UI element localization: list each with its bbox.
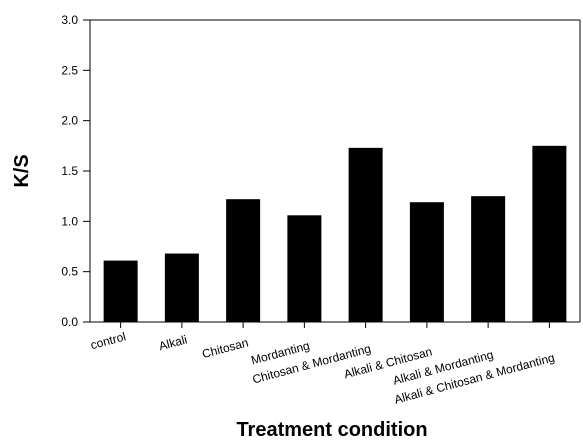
bar-series: [103, 145, 567, 322]
y-tick-label: 1.5: [61, 164, 78, 178]
bar: [471, 196, 506, 322]
y-axis-title: K/S: [11, 154, 33, 187]
x-axis-title: Treatment condition: [236, 419, 427, 441]
y-tick-label: 2.5: [61, 63, 78, 77]
bar: [287, 215, 322, 322]
bar: [532, 145, 567, 322]
y-tick-label: 1.0: [61, 214, 78, 228]
y-tick-label: 0.0: [61, 315, 78, 329]
bar: [409, 202, 444, 322]
y-tick-label: 2.0: [61, 114, 78, 128]
bar: [103, 260, 138, 322]
y-tick-label: 3.0: [61, 13, 78, 27]
bar: [164, 253, 199, 322]
y-axis: 0.0 0.5 1.0 1.5 2.0 2.5 3.0: [61, 13, 90, 329]
y-tick-label: 0.5: [61, 265, 78, 279]
bar: [348, 147, 383, 322]
bar: [226, 199, 261, 322]
